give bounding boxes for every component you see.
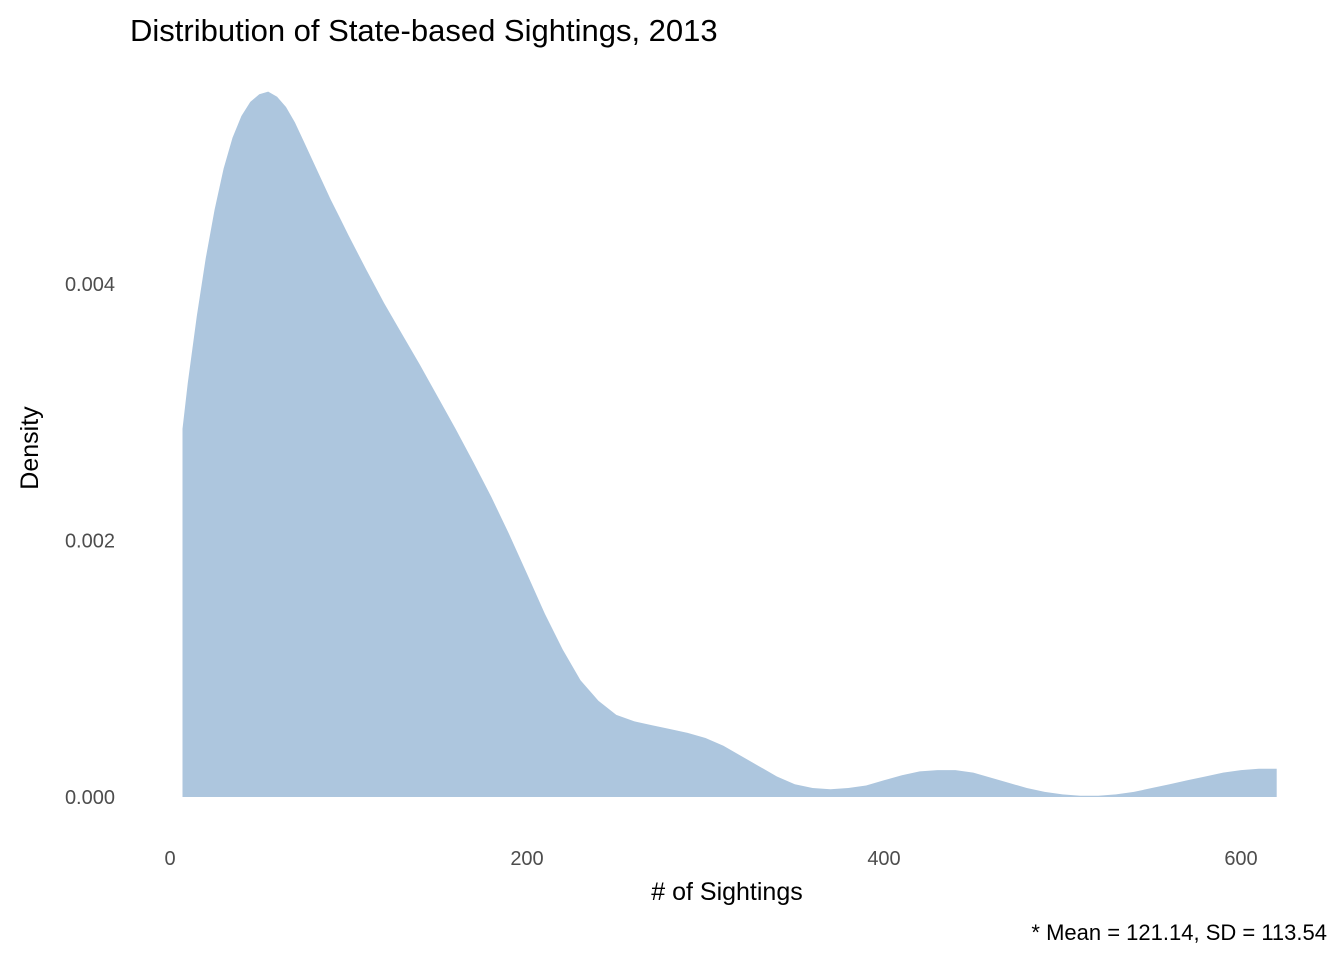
y-tick-label: 0.002 [65,531,115,553]
x-tick-label: 600 [1224,848,1257,870]
y-tick-label: 0.004 [65,274,115,296]
density-area [182,91,1277,798]
chart-caption: * Mean = 121.14, SD = 113.54 [1031,920,1327,945]
chart-title: Distribution of State-based Sightings, 2… [130,13,718,48]
y-tick-label: 0.000 [65,787,115,809]
x-tick-label: 400 [867,848,900,870]
y-axis-ticks: 0.000 0.002 0.004 [65,274,115,809]
x-tick-label: 0 [164,848,175,870]
x-axis-title: # of Sightings [651,878,803,906]
x-tick-label: 200 [510,848,543,870]
y-axis-title: Density [16,406,44,490]
plot-area [182,91,1277,798]
x-axis-ticks: 0 200 400 600 [164,848,1257,870]
